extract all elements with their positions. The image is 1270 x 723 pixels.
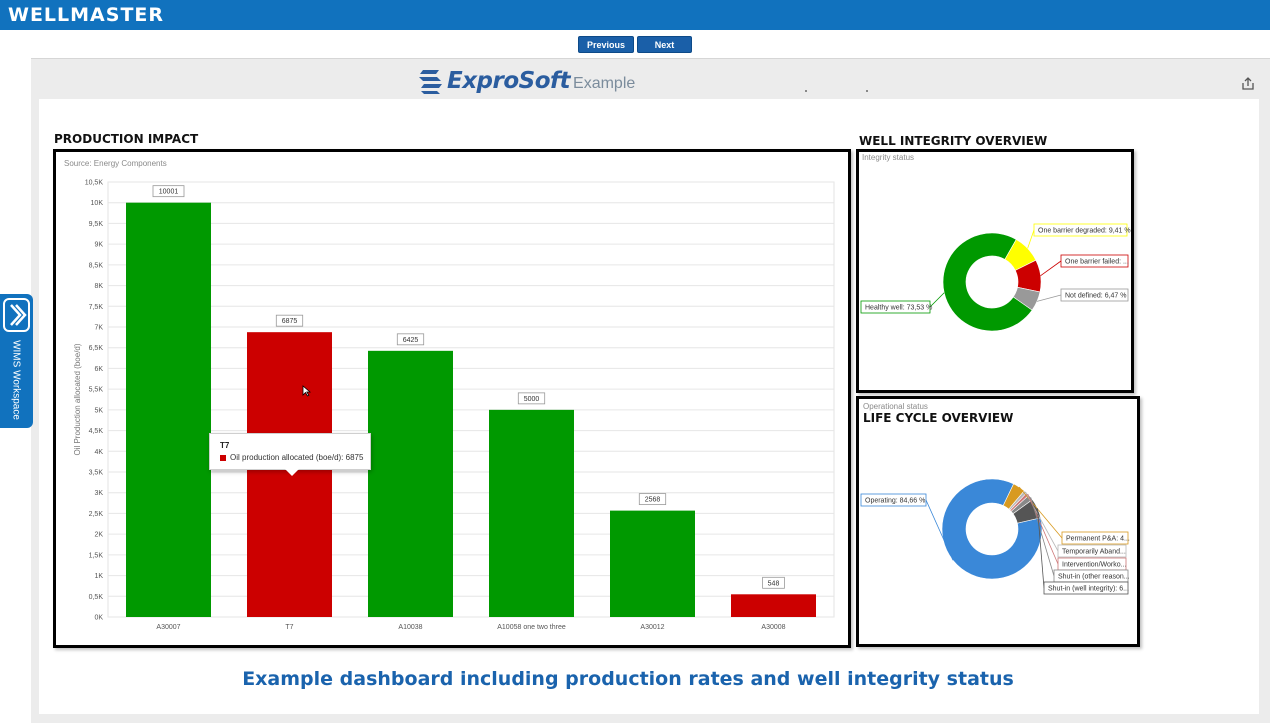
chevron-right-icon (3, 298, 30, 332)
brand-logo: WELLMASTER (8, 4, 165, 26)
well-integrity-panel (856, 149, 1134, 393)
dashboard-caption: Example dashboard including production r… (242, 668, 1014, 690)
chart-tooltip: T7 Oil production allocated (boe/d): 687… (209, 433, 371, 476)
exprosoft-mark-icon (419, 70, 442, 94)
tooltip-text: Oil production allocated (boe/d): 6875 (230, 453, 364, 462)
tooltip-swatch (220, 455, 226, 461)
logo-suffix: Example (573, 74, 636, 92)
operational-status-label: Operational status (863, 402, 928, 411)
mouse-cursor-icon (302, 385, 311, 397)
exprosoft-logo: ExproSoft Example (415, 66, 635, 96)
decor-dot (866, 90, 868, 92)
share-export-icon[interactable] (1241, 77, 1255, 91)
life-cycle-title: LIFE CYCLE OVERVIEW (863, 411, 1014, 425)
production-source-label: Source: Energy Components (64, 159, 167, 168)
logo-name: ExproSoft (447, 68, 571, 94)
decor-dot (805, 90, 807, 92)
life-cycle-panel (856, 396, 1140, 647)
integrity-status-label: Integrity status (862, 153, 915, 162)
production-impact-title: PRODUCTION IMPACT (54, 132, 199, 146)
well-integrity-title: WELL INTEGRITY OVERVIEW (859, 134, 1048, 148)
next-button[interactable]: Next (637, 36, 692, 53)
side-tab-label: WIMS Workspace (10, 340, 22, 420)
production-impact-panel (53, 149, 851, 648)
wims-workspace-tab[interactable]: WIMS Workspace (0, 294, 33, 428)
previous-button[interactable]: Previous (578, 36, 634, 53)
tooltip-title: T7 (220, 441, 230, 450)
top-bar: WELLMASTER (0, 0, 1270, 30)
